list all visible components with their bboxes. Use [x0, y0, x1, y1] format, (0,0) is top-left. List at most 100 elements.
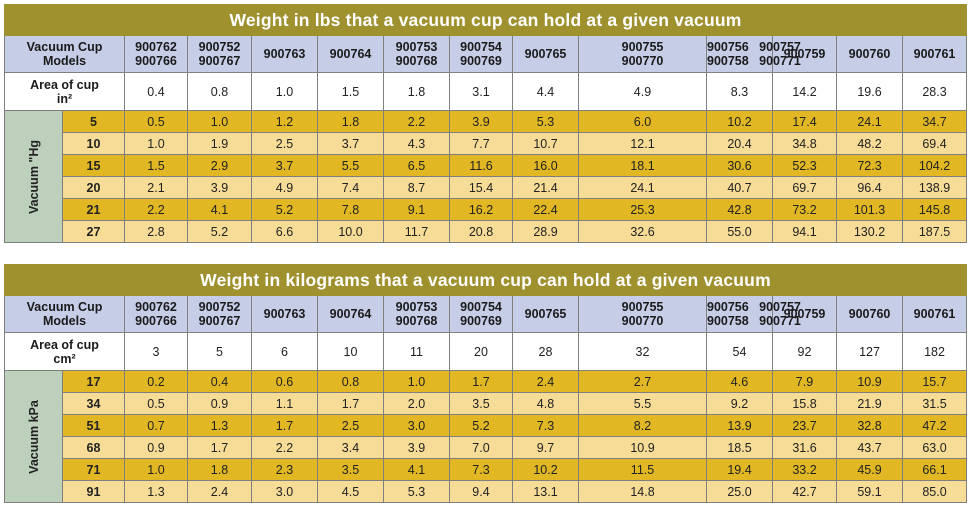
weight-cell: 7.9	[772, 370, 837, 393]
table-title: Weight in kilograms that a vacuum cup ca…	[4, 264, 967, 296]
weight-cell: 45.9	[836, 458, 903, 481]
weight-cell: 1.7	[449, 370, 513, 393]
vacuum-level-cell: 10	[62, 132, 125, 155]
weight-cell: 3.4	[317, 436, 384, 459]
model-cell: 900760	[836, 295, 903, 333]
area-cell: 28	[512, 332, 579, 371]
model-number: 900767	[198, 314, 241, 328]
weight-cell: 8.7	[383, 176, 450, 199]
weight-cell: 1.8	[187, 458, 252, 481]
table-row: 68 0.9 1.7 2.2 3.4 3.9 7.0 9.7 10.9 18.5 31.6 43.7 6…	[5, 436, 967, 459]
area-cell: 92	[772, 332, 837, 371]
model-cell: 900765	[512, 35, 579, 73]
area-row: Area of cup cm² 3 5 6 10 11 20 28 32 54 92 127 182	[4, 332, 967, 371]
weight-cell: 33.2	[772, 458, 837, 481]
table-row: 10 1.0 1.9 2.5 3.7 4.3 7.7 10.7 12.1 20.4 34.8 48.2…	[5, 132, 967, 155]
model-cell: 900765	[512, 295, 579, 333]
weight-cell: 4.1	[383, 458, 450, 481]
weight-cell: 5.2	[251, 198, 318, 221]
weight-cell: 34.7	[902, 110, 967, 133]
model-cell: 900752 900767	[187, 295, 252, 333]
models-header-line: Vacuum Cup	[26, 300, 103, 314]
model-number: 900764	[329, 47, 372, 61]
weight-cell: 0.5	[124, 392, 188, 415]
weight-cell: 9.4	[449, 480, 513, 503]
vacuum-level-cell: 51	[62, 414, 125, 437]
weight-cell: 3.5	[317, 458, 384, 481]
weight-cell: 15.8	[772, 392, 837, 415]
table-row: Vacuum kPa 17 0.2 0.4 0.6 0.8 1.0 1.7 2.4 2.7 4.6 7…	[4, 370, 967, 503]
weight-cell: 3.0	[251, 480, 318, 503]
vacuum-level-cell: 71	[62, 458, 125, 481]
weight-cell: 3.9	[383, 436, 450, 459]
area-header-line: Area of cup	[30, 77, 99, 92]
area-cell: 8.3	[706, 72, 773, 111]
table-row: Vacuum "Hg 5 0.5 1.0 1.2 1.8 2.2 3.9 5.3 6.0 10.2 1…	[4, 110, 967, 243]
weight-cell: 63.0	[902, 436, 967, 459]
model-number: 900760	[848, 307, 891, 321]
model-cell: 900756 900757 900758 900771	[706, 295, 801, 333]
weight-cell: 66.1	[902, 458, 967, 481]
weight-cell: 1.7	[251, 414, 318, 437]
weight-cell: 21.4	[512, 176, 579, 199]
model-number: 900761	[913, 47, 956, 61]
weight-cell: 43.7	[836, 436, 903, 459]
weight-cell: 5.3	[512, 110, 579, 133]
model-number: 900766	[135, 54, 177, 68]
weight-cell: 7.0	[449, 436, 513, 459]
area-row: Area of cup in² 0.4 0.8 1.0 1.5 1.8 3.1 4.4 4.9 8.…	[4, 72, 967, 111]
weight-cell: 32.6	[578, 220, 707, 243]
weight-cell: 69.4	[902, 132, 967, 155]
weight-cell: 4.8	[512, 392, 579, 415]
model-cell: 900755 900770	[578, 35, 707, 73]
area-cell: 127	[836, 332, 903, 371]
area-cell: 3.1	[449, 72, 513, 111]
table-title-row: Weight in lbs that a vacuum cup can hold…	[4, 4, 967, 36]
weight-cell: 5.2	[449, 414, 513, 437]
weight-cell: 24.1	[578, 176, 707, 199]
weight-cell: 0.7	[124, 414, 188, 437]
weight-cell: 2.8	[124, 220, 188, 243]
weight-cell: 72.3	[836, 154, 903, 177]
weight-cell: 10.0	[317, 220, 384, 243]
model-cell: 900755 900770	[578, 295, 707, 333]
vacuum-level-cell: 68	[62, 436, 125, 459]
weight-cell: 6.0	[578, 110, 707, 133]
model-cell: 900754 900769	[449, 35, 513, 73]
area-header: Area of cup cm²	[4, 332, 125, 371]
model-number: 900752	[198, 300, 241, 314]
weight-cell: 16.0	[512, 154, 579, 177]
area-cell: 14.2	[772, 72, 837, 111]
weight-cell: 2.3	[251, 458, 318, 481]
weight-cell: 11.7	[383, 220, 450, 243]
table-row: 20 2.1 3.9 4.9 7.4 8.7 15.4 21.4 24.1 40.7 69.7 96.…	[5, 176, 967, 199]
weight-cell: 10.2	[706, 110, 773, 133]
weight-cell: 3.7	[251, 154, 318, 177]
weight-cell: 2.5	[317, 414, 384, 437]
weight-cell: 18.5	[706, 436, 773, 459]
area-cell: 0.4	[124, 72, 188, 111]
area-cell: 3	[124, 332, 188, 371]
weight-cell: 3.7	[317, 132, 384, 155]
weight-cell: 52.3	[772, 154, 837, 177]
vacuum-level-cell: 34	[62, 392, 125, 415]
model-number: 900761	[913, 307, 956, 321]
area-cell: 10	[317, 332, 384, 371]
weight-cell: 32.8	[836, 414, 903, 437]
weight-cell: 25.3	[578, 198, 707, 221]
model-cell: 900753 900768	[383, 295, 450, 333]
models-header-line: Models	[42, 54, 87, 68]
weight-cell: 42.8	[706, 198, 773, 221]
model-cell: 900764	[317, 35, 384, 73]
table-title: Weight in lbs that a vacuum cup can hold…	[4, 4, 967, 36]
weight-cell: 5.5	[578, 392, 707, 415]
weight-cell: 2.4	[512, 370, 579, 393]
weight-cell: 1.0	[124, 132, 188, 155]
weight-cell: 145.8	[902, 198, 967, 221]
vacuum-axis-text: Vacuum kPa	[26, 399, 41, 474]
model-number: 900753	[395, 40, 438, 54]
weight-cell: 73.2	[772, 198, 837, 221]
area-cell: 0.8	[187, 72, 252, 111]
weight-cell: 34.8	[772, 132, 837, 155]
model-number: 900770	[621, 54, 664, 68]
